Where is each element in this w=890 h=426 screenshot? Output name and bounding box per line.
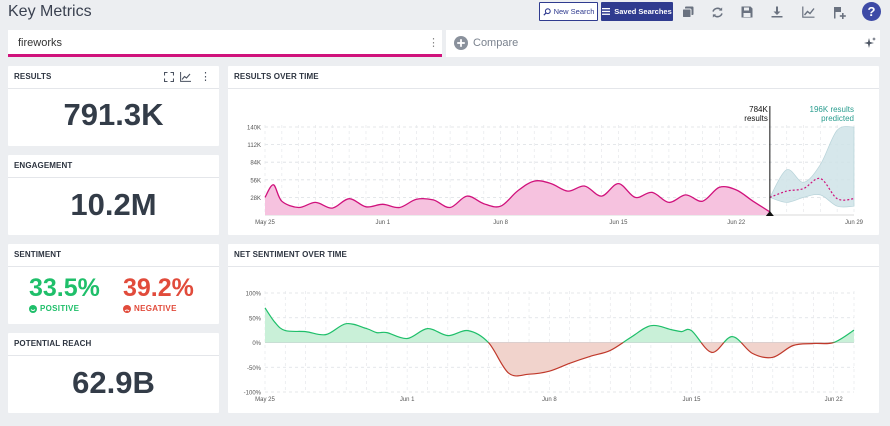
engagement-card: ENGAGEMENT 10.2M [8,155,219,235]
expand-icon[interactable] [164,72,174,82]
add-circle-icon [454,36,468,50]
engagement-value: 10.2M [70,187,157,222]
y-tick-label: 56K [250,178,261,184]
negative-area [265,342,854,376]
refresh-icon[interactable] [709,4,725,20]
search-query-text[interactable]: fireworks [18,37,63,49]
x-tick-label: May 25 [255,397,275,403]
potential-reach-card: POTENTIAL REACH 62.9B [8,333,219,413]
results-chart-title: RESULTS OVER TIME [234,72,319,81]
results-menu-icon[interactable]: ⋮ [200,71,211,83]
copy-icon[interactable] [680,4,696,20]
sentiment-card: SENTIMENT 33.5% POSITIVE 39.2% NEGATIVE [8,244,219,324]
negative-label-row: NEGATIVE [123,304,177,313]
y-tick-label: 140K [247,126,261,132]
divider [228,266,879,267]
predicted-band [769,126,855,208]
results-over-time-card: RESULTS OVER TIME 140K 112K 84K 56K 28K May 2… [228,66,879,235]
marker-label: results [744,114,768,123]
engagement-title: ENGAGEMENT [14,161,73,170]
y-tick-label: 50% [249,316,262,322]
x-tick-label: Jun 22 [727,220,746,226]
predicted-line [769,177,855,201]
page-title: Key Metrics [8,3,92,20]
negative-line [487,342,836,377]
y-tick-label: 0% [252,341,261,347]
compare-label: Compare [473,37,519,49]
results-value: 791.3K [63,97,164,132]
save-icon[interactable] [739,4,755,20]
divider [8,266,219,267]
search-icon [542,7,551,16]
search-query-box[interactable]: fireworks ⋮ [8,30,442,57]
sentiment-chart-title: NET SENTIMENT OVER TIME [234,250,347,259]
add-panel-icon[interactable] [831,4,847,20]
y-tick-label: 28K [250,196,261,202]
results-line [264,180,771,213]
net-sentiment-chart: 100% 50% 0% -50% -100%May 25 Jun 1 Jun 8 Jun 15… [244,291,855,403]
divider [8,177,219,178]
y-tick-label: -100% [244,391,262,397]
saved-searches-label: Saved Searches [614,7,672,16]
y-tick-label: 112K [247,143,261,149]
x-tick-label: Jun 8 [493,220,508,226]
y-tick-label: 100% [246,292,262,298]
x-tick-label: Jun 1 [375,220,390,226]
divider [8,355,219,356]
smile-icon [29,304,37,313]
sentiment-title: SENTIMENT [14,250,62,259]
x-tick-label: Jun 22 [825,397,844,403]
now-marker-triangle [765,211,774,216]
divider [228,88,879,89]
positive-label-row: POSITIVE [29,304,79,313]
negative-percent: 39.2% [123,274,194,302]
y-tick-label: -50% [247,366,262,372]
x-tick-label: Jun 15 [683,397,702,403]
list-icon [602,8,611,15]
positive-line [264,307,855,343]
positive-label: POSITIVE [40,304,80,313]
x-tick-label: Jun 1 [400,397,415,403]
sparkle-icon[interactable] [864,37,876,49]
x-tick-label: Jun 15 [609,220,628,226]
x-tick-label: Jun 29 [845,220,864,226]
net-sentiment-card: NET SENTIMENT OVER TIME 100% 50% 0% -50% -10… [228,244,879,413]
results-card: RESULTS ⋮ 791.3K [8,66,219,146]
download-icon[interactable] [769,4,785,20]
results-title: RESULTS [14,72,52,81]
reach-value: 62.9B [72,365,155,400]
saved-searches-button[interactable]: Saved Searches [601,2,673,21]
y-tick-label: 84K [250,161,261,167]
help-icon[interactable]: ? [862,2,881,21]
more-options-icon[interactable]: ⋮ [428,37,439,49]
positive-percent: 33.5% [29,274,100,302]
frown-icon [123,304,131,313]
negative-label: NEGATIVE [134,304,177,313]
predicted-value: 196K results [810,105,854,114]
results-over-time-chart: 140K 112K 84K 56K 28K May 25 Jun 1 Jun 8 Jun 15 J… [247,105,864,226]
new-search-button[interactable]: New Search [539,2,598,21]
reach-title: POTENTIAL REACH [14,339,92,348]
x-tick-label: May 25 [255,220,275,226]
positive-area [265,307,854,343]
divider [8,88,219,89]
trend-icon[interactable] [800,4,816,20]
x-tick-label: Jun 8 [542,397,557,403]
new-search-label: New Search [553,7,595,16]
line-chart-icon[interactable] [180,72,191,82]
predicted-label: predicted [821,114,854,123]
compare-box[interactable]: Compare [446,30,880,57]
marker-value: 784K [749,105,768,114]
